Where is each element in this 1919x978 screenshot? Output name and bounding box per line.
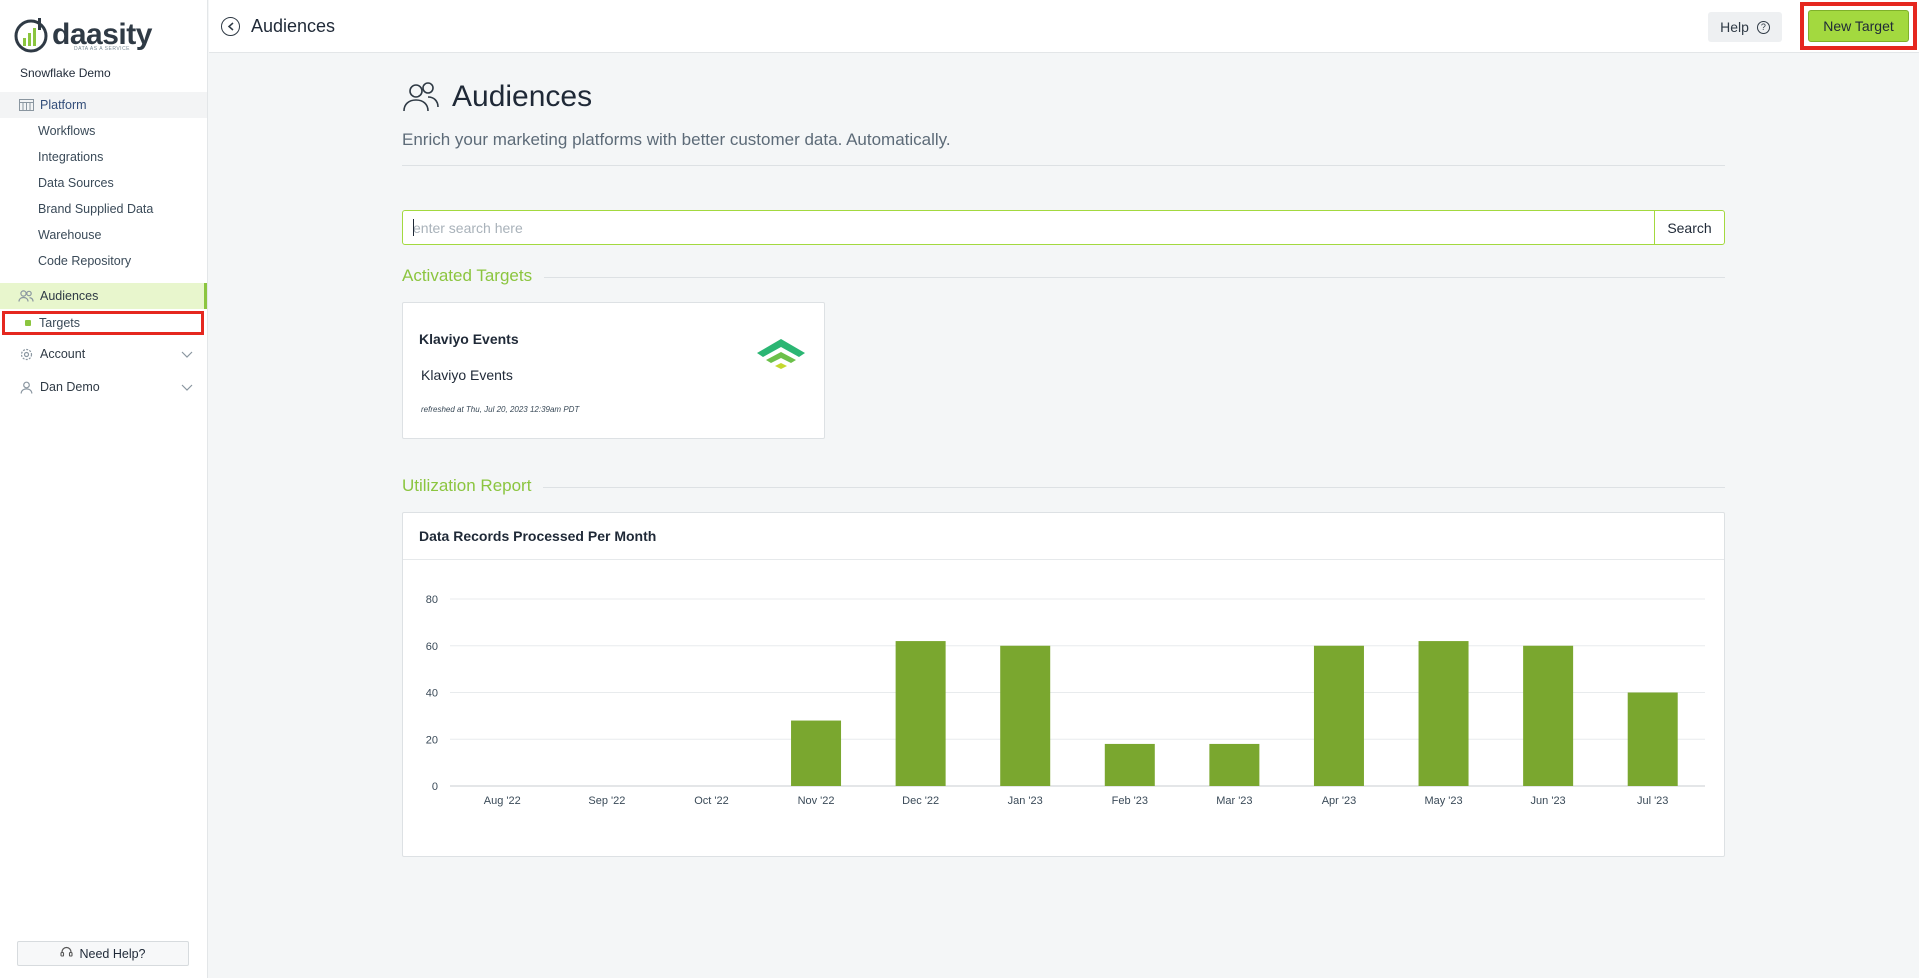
divider: [402, 487, 1725, 488]
y-tick-label: 40: [426, 688, 438, 700]
target-card-refreshed: refreshed at Thu, Jul 20, 2023 12:39am P…: [421, 405, 580, 414]
sidebar-item-warehouse[interactable]: Warehouse: [38, 228, 102, 242]
sidebar-item-user[interactable]: Dan Demo: [0, 374, 207, 400]
gear-icon: [18, 347, 34, 361]
logo-tagline: DATA AS A SERVICE: [74, 46, 131, 52]
x-tick-label: Sep '22: [588, 795, 625, 807]
target-card-title: Klaviyo Events: [419, 331, 519, 347]
divider: [402, 165, 1725, 166]
sidebar-item-brand-supplied-data[interactable]: Brand Supplied Data: [38, 202, 154, 216]
hero-subtitle: Enrich your marketing platforms with bet…: [402, 130, 951, 149]
sidebar-item-label: Platform: [40, 98, 87, 112]
search-input[interactable]: [403, 211, 1654, 244]
sidebar-item-label: Account: [40, 347, 86, 361]
org-name: Snowflake Demo: [20, 66, 111, 80]
utilization-report-card: Data Records Processed Per Month 0 20 40 60…: [402, 512, 1725, 857]
table-icon: [18, 98, 34, 112]
sidebar-item-audiences[interactable]: Audiences: [0, 283, 207, 309]
sidebar-item-label: Dan Demo: [40, 380, 100, 394]
active-dot: [25, 320, 31, 326]
question-icon: ?: [1756, 20, 1770, 34]
logo-text: daasity: [52, 18, 152, 51]
x-tick-label: May '23: [1424, 795, 1462, 807]
text-caret: [413, 219, 414, 236]
sidebar-item-platform[interactable]: Platform: [0, 92, 207, 118]
logo-icon: [14, 18, 48, 53]
divider: [402, 277, 1725, 278]
y-tick-label: 0: [432, 781, 438, 793]
search-bar: Search: [402, 210, 1725, 245]
help-button[interactable]: Help ?: [1708, 12, 1782, 42]
y-tick-label: 80: [426, 594, 438, 606]
x-tick-label: Mar '23: [1216, 795, 1252, 807]
sidebar-item-label: Audiences: [40, 289, 99, 303]
chevron-down-icon: [181, 380, 193, 394]
x-tick-label: Oct '22: [694, 795, 729, 807]
x-tick-label: Nov '22: [798, 795, 835, 807]
chevron-down-icon: [181, 347, 193, 361]
daasity-logo[interactable]: daasity DATA AS A SERVICE: [14, 16, 152, 54]
bar: [895, 641, 946, 786]
bar-chart: 0 20 40 60 80 Aug '22 Sep '22 Oct '22 Nov '22 Dec…: [426, 594, 1705, 807]
x-tick-label: Apr '23: [1322, 795, 1357, 807]
klaviyo-icon: [755, 335, 807, 378]
bar: [1418, 641, 1469, 786]
search-button[interactable]: Search: [1654, 211, 1724, 244]
page-title: Audiences: [251, 16, 336, 36]
sidebar-item-integrations[interactable]: Integrations: [38, 150, 104, 164]
new-target-button[interactable]: New Target: [1808, 10, 1909, 42]
bar: [1209, 743, 1260, 786]
x-tick-label: Aug '22: [484, 795, 521, 807]
need-help-label: Need Help?: [79, 946, 146, 961]
y-tick-label: 20: [426, 734, 438, 746]
bar: [1627, 692, 1678, 786]
x-tick-label: Jun '23: [1531, 795, 1566, 807]
bar: [1104, 743, 1155, 786]
topbar: Audiences Help ? New Target: [209, 0, 1919, 53]
back-arrow-icon[interactable]: [221, 17, 240, 36]
sidebar-item-account[interactable]: Account: [0, 341, 207, 367]
headset-icon: [60, 946, 74, 961]
sidebar-item-label: Targets: [39, 316, 80, 330]
x-tick-label: Feb '23: [1112, 795, 1148, 807]
audiences-icon: [402, 80, 440, 119]
x-tick-label: Jul '23: [1637, 795, 1668, 807]
sidebar: daasity DATA AS A SERVICE Snowflake Demo…: [0, 0, 208, 978]
sidebar-item-code-repository[interactable]: Code Repository: [38, 254, 132, 268]
sidebar-item-data-sources[interactable]: Data Sources: [38, 176, 114, 190]
user-icon: [18, 380, 34, 394]
hero-title: Audiences: [452, 80, 593, 113]
x-tick-label: Jan '23: [1008, 795, 1043, 807]
new-target-highlight: New Target: [1800, 2, 1917, 50]
chart-title: Data Records Processed Per Month: [403, 513, 1724, 560]
bar: [1523, 645, 1574, 786]
bar: [791, 720, 842, 786]
target-card[interactable]: Klaviyo Events Klaviyo Events refreshed …: [402, 302, 825, 439]
help-label: Help: [1720, 19, 1749, 35]
sidebar-item-targets[interactable]: Targets: [2, 311, 204, 335]
sidebar-item-workflows[interactable]: Workflows: [38, 124, 96, 138]
target-card-name: Klaviyo Events: [421, 367, 513, 383]
bar: [1313, 645, 1364, 786]
x-tick-label: Dec '22: [902, 795, 939, 807]
users-icon: [18, 289, 34, 303]
utilization-report-heading: Utilization Report: [402, 476, 544, 496]
activated-targets-heading: Activated Targets: [402, 266, 545, 286]
bar: [1000, 645, 1051, 786]
need-help-button[interactable]: Need Help?: [17, 941, 189, 966]
y-tick-label: 60: [426, 641, 438, 653]
